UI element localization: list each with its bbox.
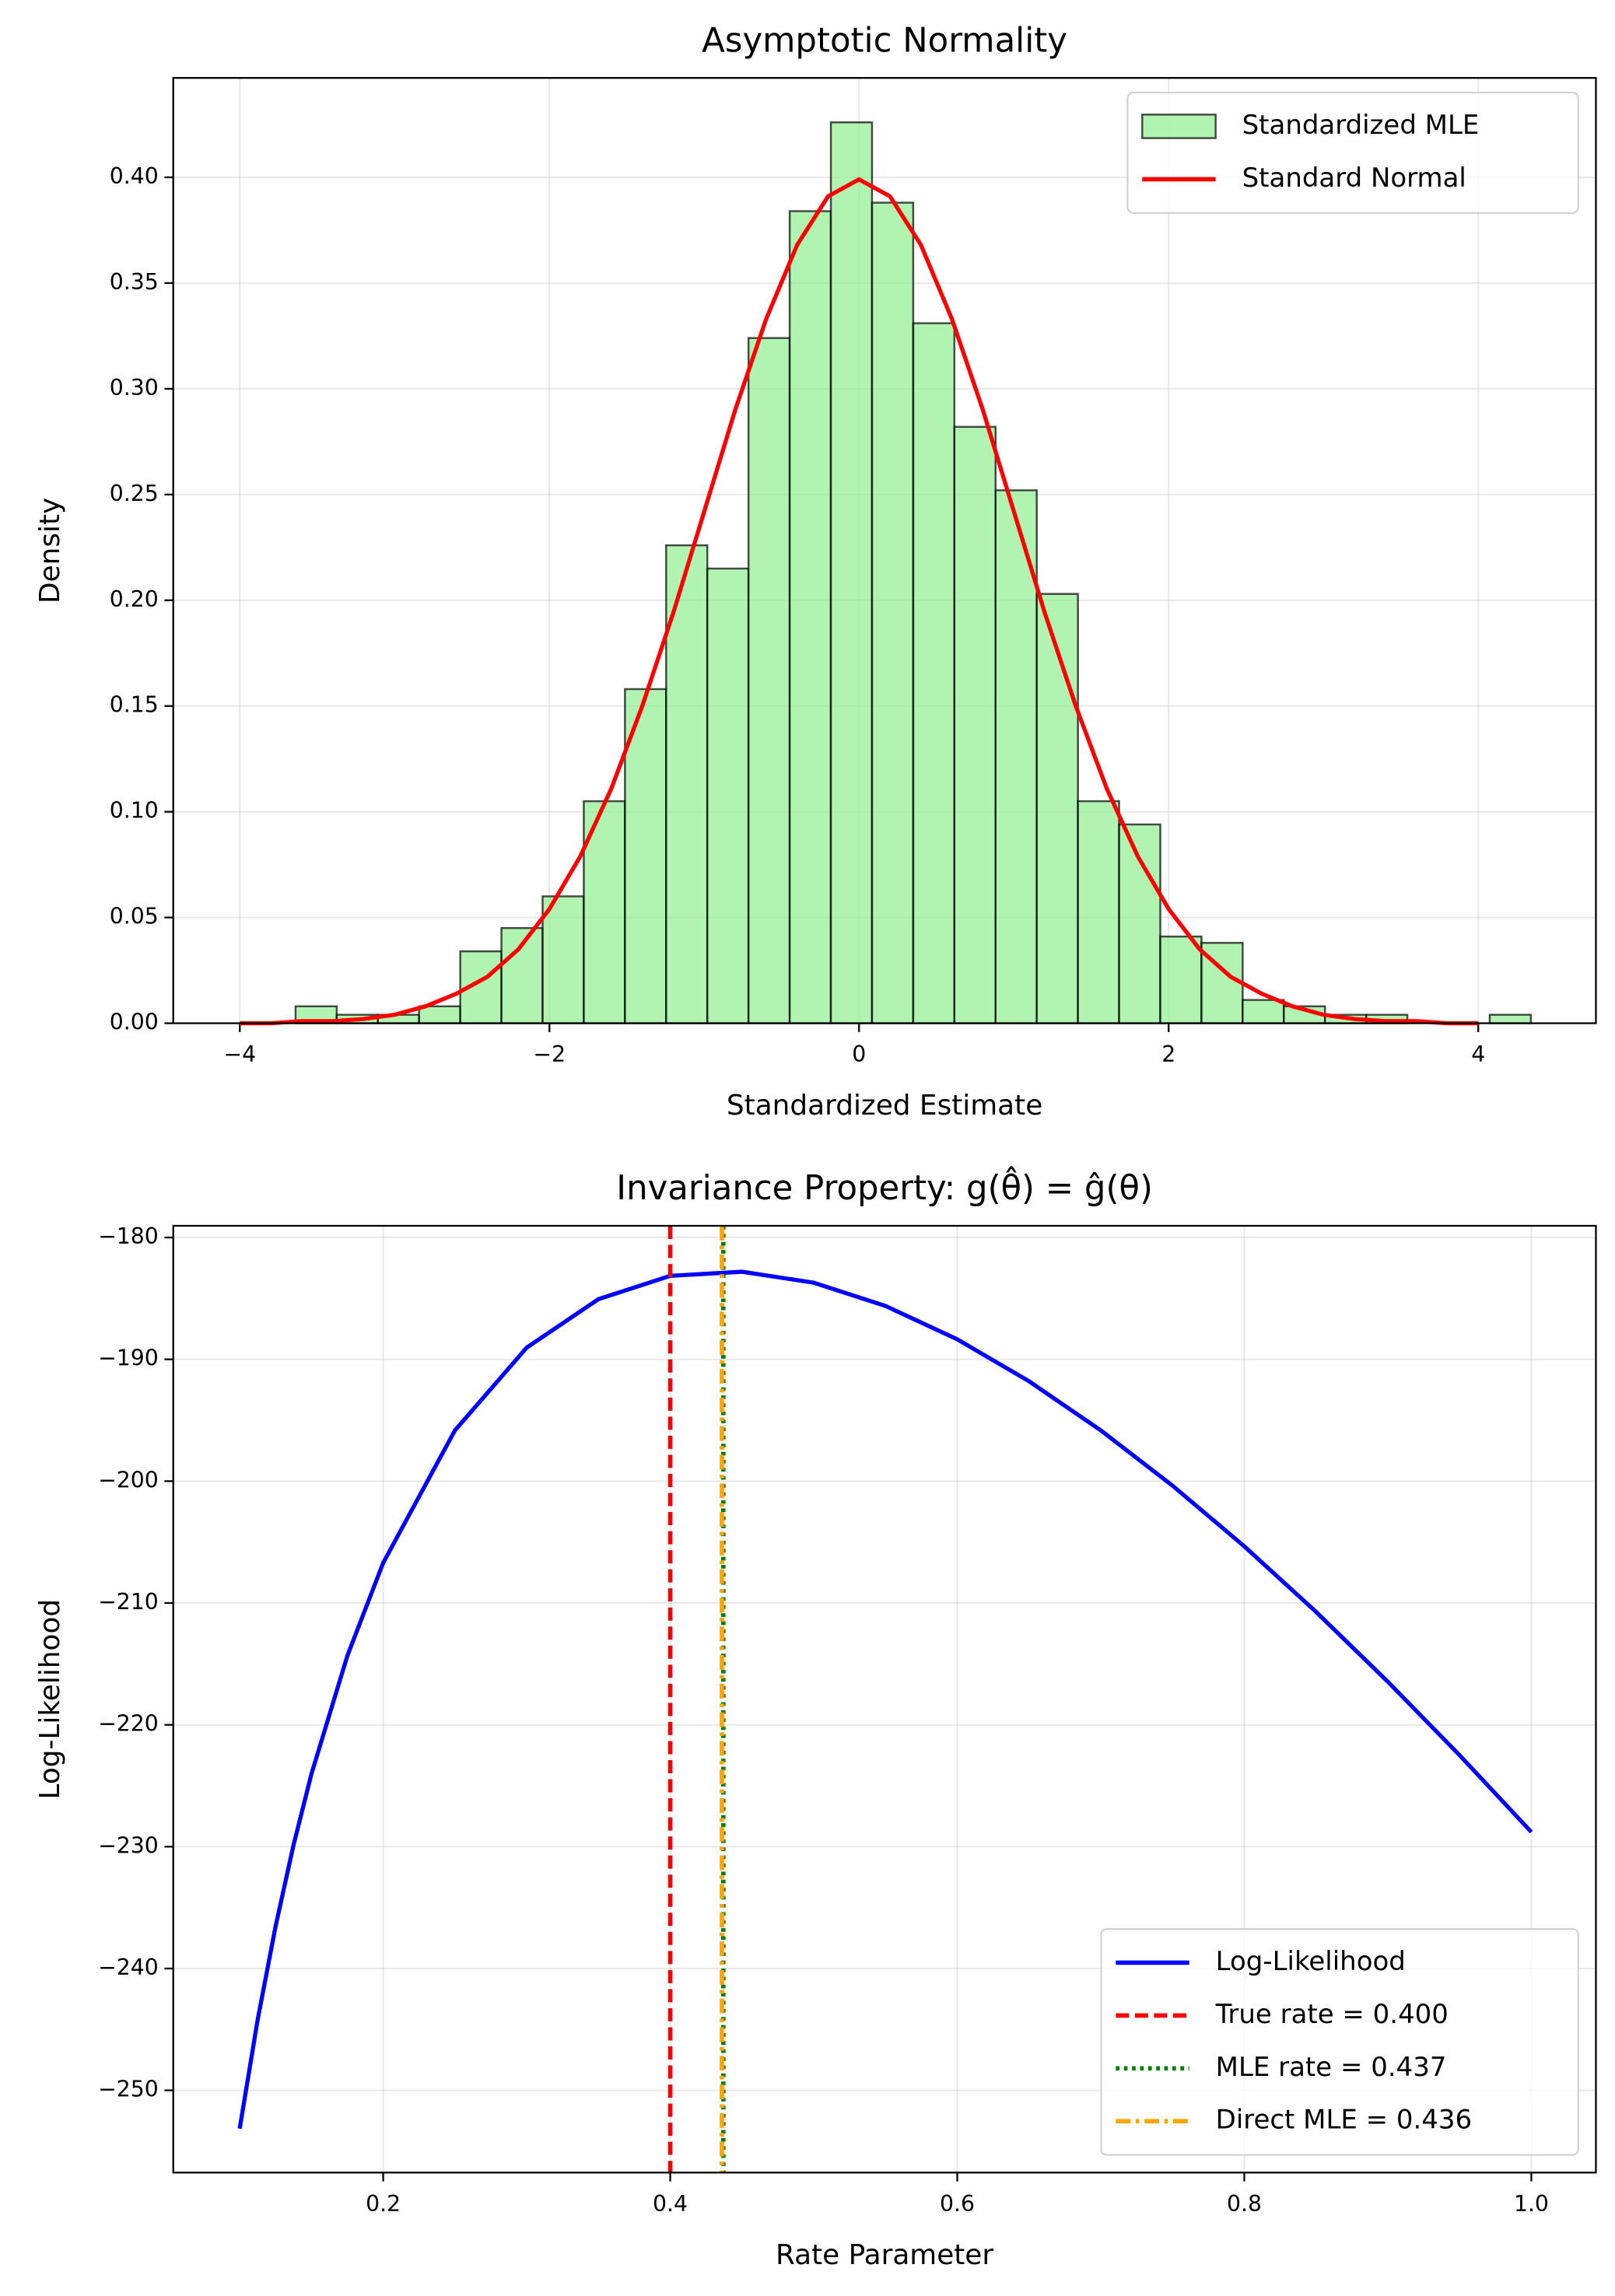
- x-tick-label: 2: [1161, 1041, 1175, 1067]
- x-tick-label: −2: [533, 1041, 566, 1067]
- axes-frame: [172, 77, 1597, 1024]
- bar: [912, 322, 956, 1024]
- y-tick-label: −220: [98, 1711, 159, 1737]
- legend-label: Standardized MLE: [1242, 110, 1480, 141]
- bar: [706, 567, 750, 1024]
- line: [240, 177, 1479, 1026]
- line: [237, 1269, 1533, 2130]
- y-tick-label: −230: [98, 1832, 159, 1858]
- legend-label: Standard Normal: [1242, 163, 1466, 194]
- bar: [1118, 823, 1161, 1024]
- chart-title: Invariance Property: g(θ̂) = ĝ(θ): [616, 1167, 1153, 1208]
- bar: [1159, 935, 1203, 1024]
- bar: [541, 895, 585, 1024]
- y-tick-label: 0.25: [110, 481, 159, 506]
- bar: [1035, 593, 1079, 1024]
- y-tick-label: 0.05: [110, 904, 159, 929]
- bar: [624, 688, 667, 1024]
- x-tick-label: −4: [223, 1041, 256, 1067]
- y-axis-label: Log-Likelihood: [34, 1599, 66, 1800]
- bar: [871, 201, 915, 1024]
- y-tick-label: −250: [98, 2077, 159, 2102]
- y-tick-label: 0.20: [110, 586, 159, 612]
- legend-label: True rate = 0.400: [1215, 1999, 1449, 2030]
- x-tick-label: 1.0: [1514, 2191, 1549, 2217]
- axes-frame: [172, 1224, 1597, 2174]
- x-tick-label: 0.2: [366, 2191, 401, 2217]
- legend-swatch: [1141, 114, 1217, 139]
- x-tick-label: 0.8: [1227, 2191, 1262, 2217]
- y-tick-label: 0.00: [110, 1010, 159, 1035]
- legend-box: [1126, 92, 1579, 214]
- y-axis-label: Density: [34, 498, 66, 604]
- bar: [1242, 999, 1285, 1024]
- y-tick-label: 0.35: [110, 269, 159, 295]
- bar: [953, 425, 997, 1024]
- x-axis-label: Standardized Estimate: [727, 1090, 1042, 1122]
- bar: [1077, 800, 1120, 1024]
- x-tick-label: 0.4: [653, 2191, 688, 2217]
- y-tick-label: 0.15: [110, 692, 159, 718]
- y-tick-label: 0.10: [110, 798, 159, 824]
- legend-box: [1100, 1928, 1579, 2156]
- y-tick-label: −210: [98, 1589, 159, 1615]
- bar: [788, 210, 832, 1024]
- bar: [747, 337, 791, 1024]
- bar: [418, 1005, 461, 1024]
- y-tick-label: −240: [98, 1955, 159, 1980]
- chart-title: Asymptotic Normality: [702, 21, 1067, 60]
- x-tick-label: 4: [1471, 1041, 1485, 1067]
- legend-label: MLE rate = 0.437: [1216, 2052, 1447, 2083]
- x-tick-label: 0.6: [940, 2191, 975, 2217]
- x-axis-label: Rate Parameter: [776, 2239, 993, 2271]
- legend-label: Log-Likelihood: [1216, 1946, 1406, 1977]
- y-tick-label: −200: [98, 1467, 159, 1493]
- legend-label: Direct MLE = 0.436: [1216, 2105, 1473, 2136]
- y-tick-label: −190: [98, 1346, 159, 1371]
- x-tick-label: 0: [852, 1041, 866, 1067]
- bar: [829, 121, 874, 1024]
- y-tick-label: 0.40: [110, 163, 159, 189]
- y-tick-label: 0.30: [110, 375, 159, 401]
- y-tick-label: −180: [98, 1223, 159, 1249]
- bar: [1488, 1013, 1533, 1024]
- bar: [665, 544, 709, 1024]
